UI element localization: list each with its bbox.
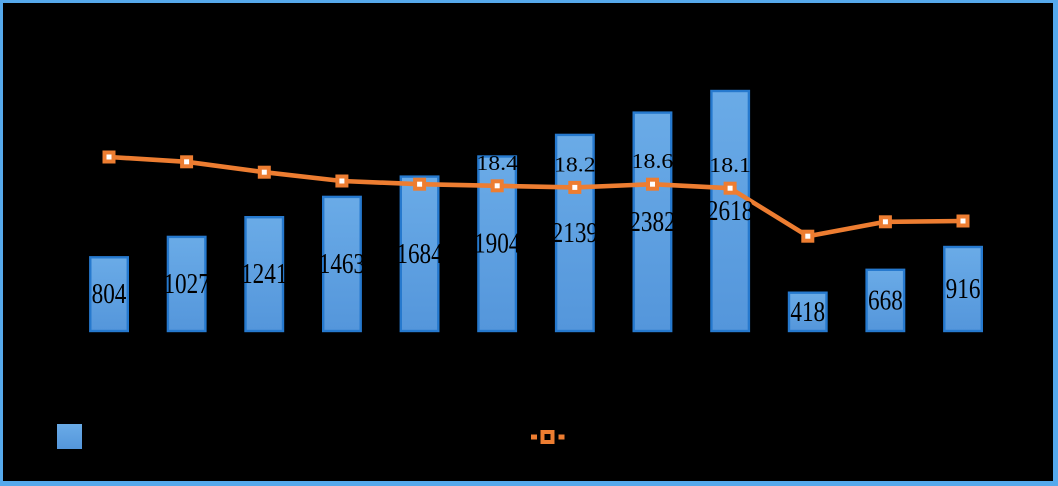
line-point-label: 18.6: [632, 149, 674, 173]
bar: [399, 175, 440, 333]
line: [108, 154, 964, 239]
line-point-label: 18.2: [554, 152, 596, 176]
bar: [89, 256, 130, 333]
bar-label: 916: [946, 274, 981, 305]
line-series: [102, 150, 970, 243]
line-marker-center: [727, 185, 733, 191]
line-marker-center: [417, 181, 423, 187]
bar: [787, 291, 828, 333]
bar-series: [89, 89, 983, 333]
legend-bar-swatch: [57, 424, 82, 449]
bar: [244, 215, 285, 333]
bar: [166, 235, 207, 333]
line-point-label: 18.4: [476, 151, 518, 175]
bar-label: 2382: [629, 207, 675, 238]
line-marker-center: [882, 219, 888, 225]
bar: [322, 195, 362, 333]
chart-canvas: 804 1027 1241 1463 1684 1904 2139 2382 2618 418 66…: [57, 89, 983, 449]
line-point-label: 18.1: [709, 153, 751, 177]
bar-label: 2618: [707, 196, 753, 227]
line-marker-center: [261, 169, 267, 175]
line-marker-center: [650, 181, 655, 187]
bar-label: 1684: [396, 239, 442, 270]
line-marker-center: [184, 159, 190, 165]
line-marker-center: [572, 184, 578, 190]
legend-line-dash-left: [531, 434, 537, 440]
bar: [554, 133, 595, 333]
line-marker-center: [805, 233, 811, 239]
bar-label: 668: [868, 285, 903, 316]
bar: [865, 268, 906, 333]
legend-line-dash-right: [558, 434, 565, 440]
data-labels: 804 1027 1241 1463 1684 1904 2139 2382 2618 418 66…: [92, 149, 981, 328]
bar: [710, 89, 751, 333]
bar-label: 1027: [163, 269, 209, 300]
bar: [632, 111, 673, 333]
line-marker-center: [960, 218, 966, 224]
bar-label: 1241: [241, 259, 287, 290]
line-marker-center: [339, 178, 345, 184]
bar-label: 804: [92, 279, 127, 310]
bar: [943, 245, 983, 333]
line-marker-center: [494, 183, 500, 189]
legend: [57, 424, 565, 449]
bar-label: 2139: [552, 218, 598, 249]
bar-label: 1463: [319, 249, 365, 280]
legend-line-marker-center: [544, 434, 551, 440]
bar-label: 418: [790, 297, 825, 328]
bar-label: 1904: [474, 229, 520, 260]
line-marker-center: [106, 154, 112, 160]
